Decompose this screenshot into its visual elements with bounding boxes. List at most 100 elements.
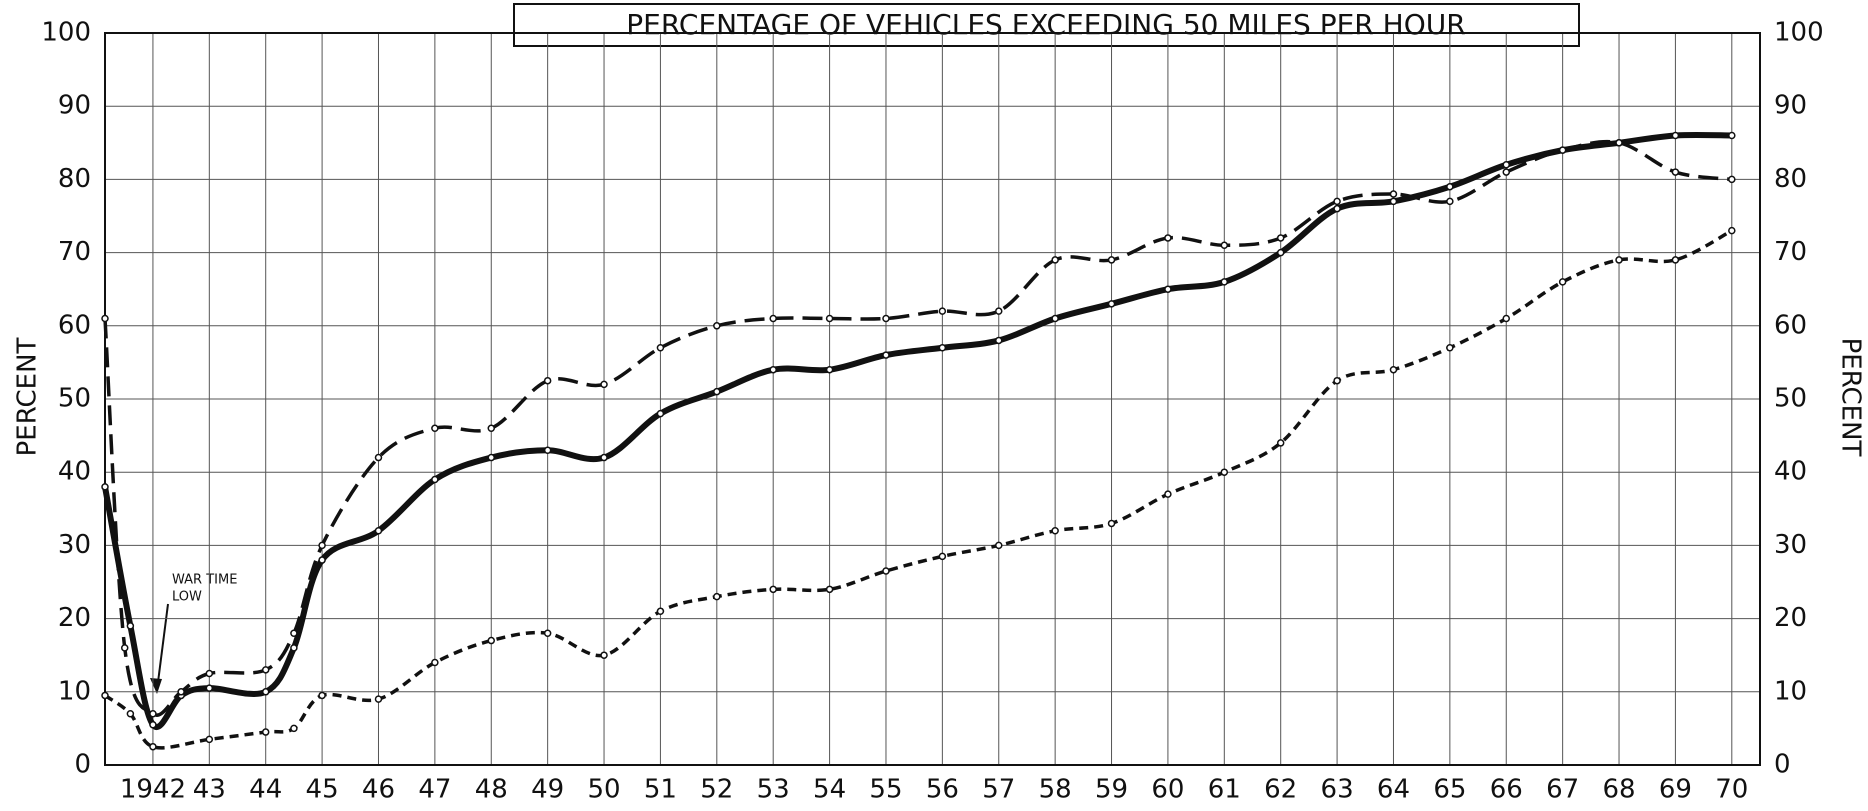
x-tick-label: 46 [362, 775, 395, 805]
data-point [769, 365, 777, 374]
data-point [374, 695, 383, 703]
data-point [487, 424, 496, 433]
data-point [1446, 182, 1454, 191]
data-point [769, 314, 777, 323]
x-tick-label: 68 [1602, 775, 1635, 805]
data-point [261, 688, 270, 696]
data-point [149, 710, 157, 718]
data-point [1446, 197, 1454, 206]
data-point [938, 552, 947, 561]
x-tick-label: 70 [1715, 775, 1748, 805]
data-point [318, 556, 326, 564]
data-point [656, 409, 665, 418]
data-point [1276, 248, 1285, 257]
x-tick-label: 44 [249, 775, 282, 805]
data-point [431, 658, 439, 667]
data-point [995, 307, 1003, 315]
data-point [1558, 146, 1567, 154]
x-tick-label: 53 [757, 775, 790, 805]
data-point [1333, 376, 1341, 385]
x-tick-label: 48 [475, 775, 508, 805]
data-point [769, 585, 777, 594]
data-point [205, 735, 214, 744]
x-tick-label: 50 [587, 775, 620, 805]
data-point [1446, 344, 1454, 352]
y-tick-label: 0 [74, 750, 91, 780]
y-tick-label: 80 [58, 164, 91, 194]
data-point [318, 541, 326, 550]
y2-tick-label: 0 [1774, 750, 1791, 780]
data-point [1051, 527, 1059, 535]
x-tick-label: 43 [193, 775, 226, 805]
data-point [318, 691, 326, 700]
x-tick-label: 55 [869, 775, 902, 805]
annotation: WAR TIME [172, 573, 237, 588]
data-point [1333, 204, 1341, 213]
y2-tick-label: 40 [1774, 457, 1807, 487]
data-point [374, 527, 383, 535]
series-line [103, 139, 1733, 717]
data-point [290, 629, 298, 637]
data-point [713, 322, 721, 330]
x-tick-label: 66 [1490, 775, 1523, 805]
y2-tick-label: 80 [1774, 164, 1807, 194]
x-tick-label: 60 [1151, 775, 1184, 805]
x-tick-label: 49 [531, 775, 564, 805]
data-point [290, 644, 298, 652]
y2-axis-label: PERCENT [1836, 338, 1866, 457]
data-point [882, 567, 890, 575]
x-tick-label: 67 [1546, 775, 1579, 805]
series-line [102, 131, 1732, 731]
data-point [1220, 241, 1229, 250]
data-point [431, 424, 439, 433]
y-tick-label: 20 [58, 603, 91, 633]
data-point [882, 351, 890, 359]
y2-tick-label: 70 [1774, 237, 1807, 267]
data-point [205, 669, 214, 678]
data-point [600, 380, 608, 389]
annotation: LOW [172, 590, 202, 605]
data-point [656, 344, 665, 352]
data-point [1220, 278, 1229, 286]
y-tick-label: 90 [58, 91, 91, 121]
y-tick-label: 100 [41, 18, 91, 48]
data-point [101, 483, 109, 491]
data-point [1558, 278, 1567, 286]
data-point [825, 585, 834, 594]
y-tick-label: 70 [58, 237, 91, 267]
data-point [1164, 285, 1172, 293]
data-point [149, 742, 157, 751]
series-line [103, 229, 1733, 750]
data-point [487, 453, 496, 462]
data-point [126, 710, 135, 718]
data-point [290, 724, 298, 733]
data-point [938, 344, 947, 352]
y-tick-label: 10 [58, 676, 91, 706]
data-point [261, 666, 270, 674]
annotation-arrow [156, 603, 169, 691]
data-point [1389, 365, 1398, 374]
x-tick-label: 58 [1039, 775, 1072, 805]
data-point [1107, 519, 1116, 528]
x-tick-label: 47 [418, 775, 451, 805]
data-point [261, 728, 270, 736]
data-point [1389, 190, 1398, 198]
data-point [825, 314, 834, 323]
plot-frame [104, 32, 1761, 766]
data-point [1276, 234, 1285, 242]
y-tick-label: 50 [58, 384, 91, 414]
x-tick-label: 1942 [120, 775, 186, 805]
y-tick-label: 60 [58, 310, 91, 340]
data-point [177, 688, 185, 696]
data-point [1502, 161, 1511, 169]
data-point [1107, 256, 1116, 264]
x-tick-label: 62 [1264, 775, 1297, 805]
data-point [543, 629, 552, 637]
y2-tick-label: 30 [1774, 530, 1807, 560]
x-tick-label: 63 [1321, 775, 1354, 805]
data-point [120, 644, 129, 652]
y2-tick-label: 50 [1774, 384, 1807, 414]
data-point [1671, 168, 1680, 176]
data-point [1333, 197, 1341, 206]
data-point [600, 651, 608, 659]
